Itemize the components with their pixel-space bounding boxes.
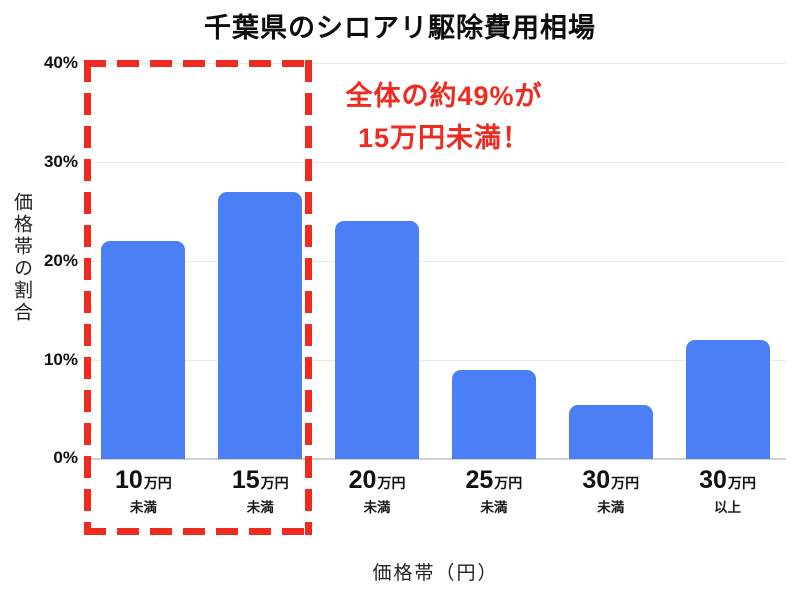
x-axis-title: 価格帯（円） bbox=[372, 563, 499, 584]
y-axis-title: 価格帯の割合 bbox=[11, 192, 32, 324]
annotation-text: 全体の約49%が 15万円未満！ bbox=[318, 76, 570, 160]
bar-over-300k bbox=[685, 340, 770, 459]
x-label-over-300k: 30万円 以上 bbox=[699, 466, 756, 515]
gridline-40pct bbox=[85, 63, 786, 64]
y-tick-10: 10% bbox=[43, 350, 78, 369]
gridline-20pct bbox=[85, 261, 786, 262]
x-label-under-100k: 10万円 未満 bbox=[115, 466, 172, 515]
x-label-under-250k: 25万円 未満 bbox=[465, 466, 523, 515]
bar-series bbox=[85, 63, 786, 459]
bar-under-300k bbox=[568, 404, 653, 459]
y-tick-40: 40% bbox=[43, 53, 78, 72]
annotation-line-2: 15万円未満！ bbox=[357, 122, 531, 153]
bar-under-150k bbox=[218, 191, 303, 459]
x-label-under-200k: 20万円 未満 bbox=[348, 466, 406, 515]
y-tick-30: 30% bbox=[43, 152, 78, 171]
y-tick-20: 20% bbox=[43, 251, 78, 270]
bar-under-200k bbox=[335, 221, 420, 459]
chart-title: 千葉県のシロアリ駆除費用相場 bbox=[204, 13, 596, 43]
bar-under-100k bbox=[101, 241, 186, 459]
plot-area bbox=[85, 63, 786, 460]
gridline-10pct bbox=[85, 360, 786, 361]
x-axis-baseline bbox=[85, 458, 786, 460]
annotation-line-1: 全体の約49%が bbox=[345, 81, 543, 111]
x-label-under-150k: 15万円 未満 bbox=[231, 466, 289, 515]
x-axis-labels: 10万円 未満 15万円 未満 20万円 未満 25万円 未満 30万円 未満 … bbox=[85, 466, 786, 516]
gridline-30pct bbox=[85, 162, 786, 163]
highlight-box-bottom-edge bbox=[84, 528, 312, 535]
y-tick-0: 0% bbox=[53, 448, 78, 467]
bar-under-250k bbox=[451, 369, 536, 459]
x-label-under-300k: 30万円 未満 bbox=[582, 466, 640, 515]
